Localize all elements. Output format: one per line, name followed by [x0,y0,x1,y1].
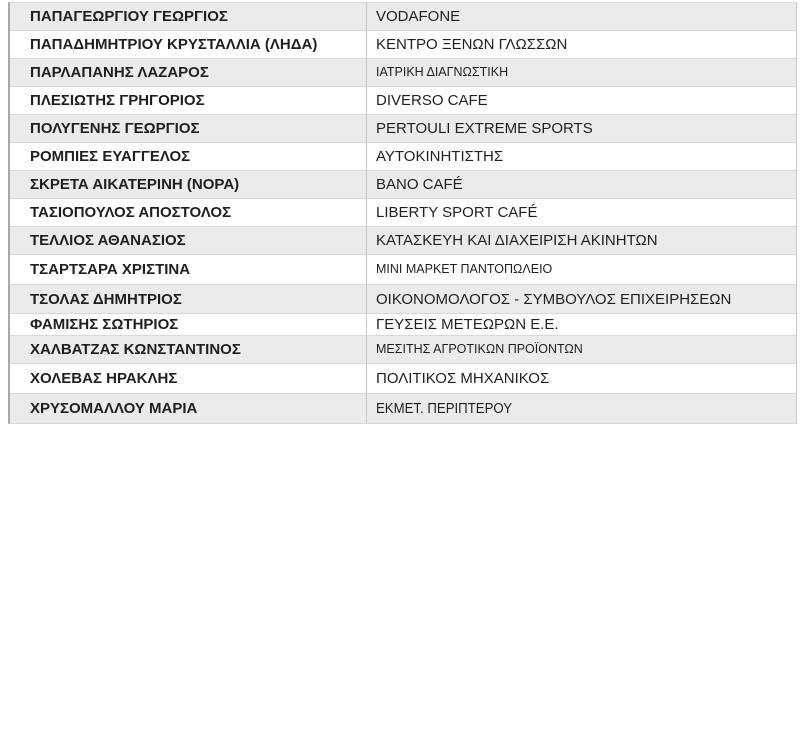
person-name-cell: ΤΑΣΙΟΠΟΥΛΟΣ ΑΠΟΣΤΟΛΟΣ [10,199,367,226]
table-row: ΧΑΛΒΑΤΖΑΣ ΚΩΝΣΤΑΝΤΙΝΟΣ ΜΕΣΙΤΗΣ ΑΓΡΟΤΙΚΩΝ… [10,336,796,364]
table-row: ΧΡΥΣΟΜΑΛΛΟΥ ΜΑΡΙΑ ΕΚΜΕΤ. ΠΕΡΙΠΤΕΡΟΥ [10,394,796,423]
business-name: BANO CAFÉ [376,176,463,193]
person-name: ΤΣΟΛΑΣ ΔΗΜΗΤΡΙΟΣ [30,290,182,308]
business-cell: ΟΙΚΟΝΟΜΟΛΟΓΟΣ - ΣΥΜΒΟΥΛΟΣ ΕΠΙΧΕΙΡΗΣΕΩΝ [367,285,796,313]
person-name: ΡΟΜΠΙΕΣ ΕΥΑΓΓΕΛΟΣ [30,148,191,165]
table-row: ΠΛΕΣΙΩΤΗΣ ΓΡΗΓΟΡΙΟΣ DIVERSO CAFE [10,87,796,115]
business-cell: ΜΙΝΙ ΜΑΡΚΕΤ ΠΑΝΤΟΠΩΛΕΙΟ [367,255,796,284]
person-name-cell: ΤΣΑΡΤΣΑΡΑ ΧΡΙΣΤΙΝΑ [10,255,367,284]
business-cell: BANO CAFÉ [367,171,796,198]
person-name-cell: ΦΑΜΙΣΗΣ ΣΩΤΗΡΙΟΣ [10,314,367,335]
business-cell: DIVERSO CAFE [367,87,796,114]
business-name: DIVERSO CAFE [376,92,488,109]
business-cell: ΠΟΛΙΤΙΚΟΣ ΜΗΧΑΝΙΚΟΣ [367,364,796,393]
person-name: ΧΡΥΣΟΜΑΛΛΟΥ ΜΑΡΙΑ [30,400,198,417]
business-name: ΑΥΤΟΚΙΝΗΤΙΣΤΗΣ [376,148,504,165]
person-name: ΤΣΑΡΤΣΑΡΑ ΧΡΙΣΤΙΝΑ [30,261,191,278]
person-name-cell: ΠΛΕΣΙΩΤΗΣ ΓΡΗΓΟΡΙΟΣ [10,87,367,114]
person-name: ΠΑΠΑΓΕΩΡΓΙΟΥ ΓΕΩΡΓΙΟΣ [30,8,228,25]
business-cell: ΚΕΝΤΡΟ ΞΕΝΩΝ ΓΛΩΣΣΩΝ [367,31,796,58]
person-name-cell: ΠΟΛΥΓΕΝΗΣ ΓΕΩΡΓΙΟΣ [10,115,367,142]
table-row: ΤΕΛΛΙΟΣ ΑΘΑΝΑΣΙΟΣ ΚΑΤΑΣΚΕΥΗ ΚΑΙ ΔΙΑΧΕΙΡΙ… [10,227,796,255]
table-row: ΠΟΛΥΓΕΝΗΣ ΓΕΩΡΓΙΟΣ PERTOULI EXTREME SPOR… [10,115,796,143]
business-name: ΜΕΣΙΤΗΣ ΑΓΡΟΤΙΚΩΝ ΠΡΟΪΟΝΤΩΝ [376,342,583,357]
person-name-cell: ΠΑΡΛΑΠΑΝΗΣ ΛΑΖΑΡΟΣ [10,59,367,86]
table-row: ΠΑΡΛΑΠΑΝΗΣ ΛΑΖΑΡΟΣ ΙΑΤΡΙΚΗ ΔΙΑΓΝΩΣΤΙΚΗ [10,59,796,87]
table-row: ΠΑΠΑΔΗΜΗΤΡΙΟΥ ΚΡΥΣΤΑΛΛΙΑ (ΛΗΔΑ) ΚΕΝΤΡΟ Ξ… [10,31,796,59]
business-name: ΟΙΚΟΝΟΜΟΛΟΓΟΣ - ΣΥΜΒΟΥΛΟΣ ΕΠΙΧΕΙΡΗΣΕΩΝ [376,290,732,308]
business-name: PERTOULI EXTREME SPORTS [376,120,593,137]
person-name: ΠΑΡΛΑΠΑΝΗΣ ΛΑΖΑΡΟΣ [30,64,209,81]
business-cell: ΓΕΥΣΕΙΣ ΜΕΤΕΩΡΩΝ Ε.Ε. [367,314,796,335]
business-name: ΜΙΝΙ ΜΑΡΚΕΤ ΠΑΝΤΟΠΩΛΕΙΟ [376,262,553,277]
table-row: ΦΑΜΙΣΗΣ ΣΩΤΗΡΙΟΣ ΓΕΥΣΕΙΣ ΜΕΤΕΩΡΩΝ Ε.Ε. [10,314,796,336]
table-row: ΣΚΡΕΤΑ ΑΙΚΑΤΕΡΙΝΗ (ΝΟΡΑ) BANO CAFÉ [10,171,796,199]
table-row: ΤΣΑΡΤΣΑΡΑ ΧΡΙΣΤΙΝΑ ΜΙΝΙ ΜΑΡΚΕΤ ΠΑΝΤΟΠΩΛΕ… [10,255,796,285]
business-cell: ΑΥΤΟΚΙΝΗΤΙΣΤΗΣ [367,143,796,170]
business-name: ΓΕΥΣΕΙΣ ΜΕΤΕΩΡΩΝ Ε.Ε. [376,316,559,333]
person-name-cell: ΤΕΛΛΙΟΣ ΑΘΑΝΑΣΙΟΣ [10,227,367,254]
person-name: ΤΑΣΙΟΠΟΥΛΟΣ ΑΠΟΣΤΟΛΟΣ [30,204,232,221]
person-name-cell: ΤΣΟΛΑΣ ΔΗΜΗΤΡΙΟΣ [10,285,367,313]
table-row: ΤΑΣΙΟΠΟΥΛΟΣ ΑΠΟΣΤΟΛΟΣ LIBERTY SPORT CAFÉ [10,199,796,227]
business-cell: ΕΚΜΕΤ. ΠΕΡΙΠΤΕΡΟΥ [367,394,796,423]
table-row: ΧΟΛΕΒΑΣ ΗΡΑΚΛΗΣ ΠΟΛΙΤΙΚΟΣ ΜΗΧΑΝΙΚΟΣ [10,364,796,394]
person-name: ΠΟΛΥΓΕΝΗΣ ΓΕΩΡΓΙΟΣ [30,120,200,137]
person-name: ΤΕΛΛΙΟΣ ΑΘΑΝΑΣΙΟΣ [30,232,186,249]
table-row: ΡΟΜΠΙΕΣ ΕΥΑΓΓΕΛΟΣ ΑΥΤΟΚΙΝΗΤΙΣΤΗΣ [10,143,796,171]
business-name: ΙΑΤΡΙΚΗ ΔΙΑΓΝΩΣΤΙΚΗ [376,65,509,80]
business-name: VODAFONE [376,8,461,25]
table-row: ΤΣΟΛΑΣ ΔΗΜΗΤΡΙΟΣ ΟΙΚΟΝΟΜΟΛΟΓΟΣ - ΣΥΜΒΟΥΛ… [10,285,796,314]
table-row: ΠΑΠΑΓΕΩΡΓΙΟΥ ΓΕΩΡΓΙΟΣ VODAFONE [10,3,796,31]
contacts-table: ΠΑΠΑΓΕΩΡΓΙΟΥ ΓΕΩΡΓΙΟΣ VODAFONE ΠΑΠΑΔΗΜΗΤ… [8,2,797,424]
business-name: ΠΟΛΙΤΙΚΟΣ ΜΗΧΑΝΙΚΟΣ [376,370,550,387]
person-name-cell: ΣΚΡΕΤΑ ΑΙΚΑΤΕΡΙΝΗ (ΝΟΡΑ) [10,171,367,198]
person-name-cell: ΡΟΜΠΙΕΣ ΕΥΑΓΓΕΛΟΣ [10,143,367,170]
business-cell: ΙΑΤΡΙΚΗ ΔΙΑΓΝΩΣΤΙΚΗ [367,59,796,86]
business-name: LIBERTY SPORT CAFÉ [376,204,538,221]
person-name: ΣΚΡΕΤΑ ΑΙΚΑΤΕΡΙΝΗ (ΝΟΡΑ) [30,176,240,193]
business-cell: LIBERTY SPORT CAFÉ [367,199,796,226]
person-name-cell: ΠΑΠΑΓΕΩΡΓΙΟΥ ΓΕΩΡΓΙΟΣ [10,3,367,30]
person-name-cell: ΧΟΛΕΒΑΣ ΗΡΑΚΛΗΣ [10,364,367,393]
business-cell: ΜΕΣΙΤΗΣ ΑΓΡΟΤΙΚΩΝ ΠΡΟΪΟΝΤΩΝ [367,336,796,363]
business-name: ΚΕΝΤΡΟ ΞΕΝΩΝ ΓΛΩΣΣΩΝ [376,36,568,53]
business-name: ΚΑΤΑΣΚΕΥΗ ΚΑΙ ΔΙΑΧΕΙΡΙΣΗ ΑΚΙΝΗΤΩΝ [376,232,658,249]
person-name: ΠΛΕΣΙΩΤΗΣ ΓΡΗΓΟΡΙΟΣ [30,92,205,109]
business-cell: VODAFONE [367,3,796,30]
business-cell: PERTOULI EXTREME SPORTS [367,115,796,142]
business-name: ΕΚΜΕΤ. ΠΕΡΙΠΤΕΡΟΥ [376,400,513,417]
business-cell: ΚΑΤΑΣΚΕΥΗ ΚΑΙ ΔΙΑΧΕΙΡΙΣΗ ΑΚΙΝΗΤΩΝ [367,227,796,254]
person-name-cell: ΠΑΠΑΔΗΜΗΤΡΙΟΥ ΚΡΥΣΤΑΛΛΙΑ (ΛΗΔΑ) [10,31,367,58]
person-name-cell: ΧΡΥΣΟΜΑΛΛΟΥ ΜΑΡΙΑ [10,394,367,423]
person-name: ΦΑΜΙΣΗΣ ΣΩΤΗΡΙΟΣ [30,316,179,333]
person-name-cell: ΧΑΛΒΑΤΖΑΣ ΚΩΝΣΤΑΝΤΙΝΟΣ [10,336,367,363]
person-name: ΧΟΛΕΒΑΣ ΗΡΑΚΛΗΣ [30,370,178,387]
person-name: ΧΑΛΒΑΤΖΑΣ ΚΩΝΣΤΑΝΤΙΝΟΣ [30,341,241,358]
person-name: ΠΑΠΑΔΗΜΗΤΡΙΟΥ ΚΡΥΣΤΑΛΛΙΑ (ΛΗΔΑ) [30,36,318,53]
